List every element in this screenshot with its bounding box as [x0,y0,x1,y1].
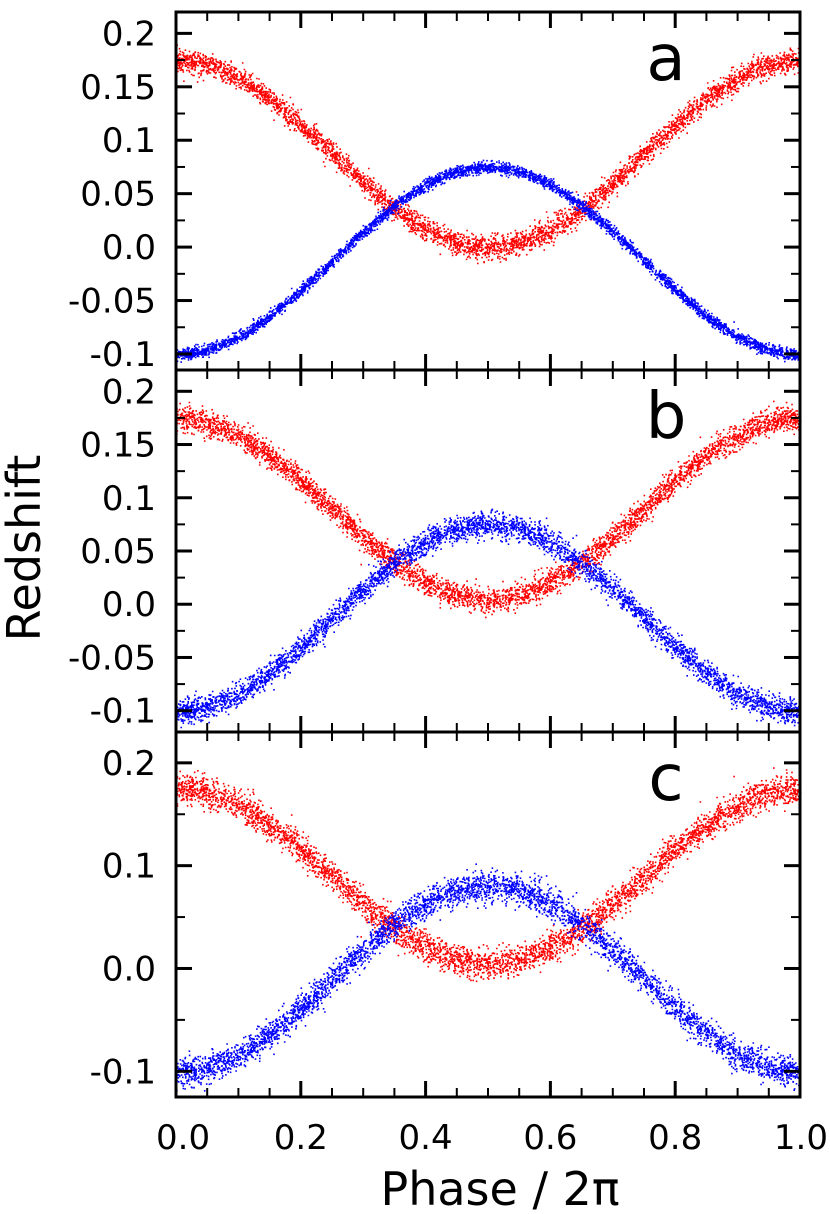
data-point [642,874,646,878]
data-point [642,619,646,622]
series-red-points [174,44,802,265]
y-tick-label: -0.05 [68,638,156,678]
data-point [330,149,334,153]
data-point [330,619,334,622]
x-tick-label: 0.2 [274,1118,328,1158]
y-tick-label: -0.1 [90,1052,156,1092]
data-point [486,165,490,169]
scatter-point [176,44,802,265]
y-tick-label: 0.15 [80,68,156,108]
x-tick-label: 0.4 [399,1118,453,1158]
data-point [330,261,334,265]
x-tick-label: 0.8 [648,1118,702,1158]
y-tick-label: 0.1 [102,479,156,519]
data-point [486,962,490,965]
panel-c [174,767,802,1092]
data-point [486,597,490,601]
axes-layer: -0.1 -0.05 0.0 0.05 0.1 0.15 0.2 a -0.1 -0.05 0.0 0… [68,10,828,1158]
x-axis-title: Phase / 2π [380,1162,619,1214]
y-tick-label: 0.05 [80,175,156,215]
scatter-point [176,863,802,1092]
panel-label: b [646,380,687,454]
data-point [486,523,490,526]
y-tick-label: 0.0 [102,949,156,989]
y-tick-label: 0.0 [102,585,156,625]
data-point [330,874,334,878]
x-tick-label: 0.6 [523,1118,577,1158]
y-tick-label: 0.1 [102,847,156,887]
scatter-point [176,400,802,619]
panel-label: a [646,22,685,96]
y-tick-label: 0.0 [102,228,156,268]
y-tick-label: -0.05 [68,282,156,322]
data-point [486,885,490,888]
data-point [642,982,646,986]
points-layer [174,44,802,1092]
y-tick-label: 0.15 [80,426,156,466]
y-axis-title: Redshift [0,455,51,642]
series-blue-points [174,159,802,363]
scatter-point [176,508,802,729]
y-tick-label: 0.2 [102,14,156,54]
series-red-points [174,400,802,619]
panel-label: c [648,742,683,816]
y-tick-label: 0.2 [102,744,156,784]
data-point [642,507,646,510]
y-tick-label: -0.1 [90,335,156,375]
data-point [486,245,490,249]
y-tick-label: 0.05 [80,532,156,572]
data-point [330,507,334,510]
scatter-point [176,159,802,363]
data-point [330,982,334,986]
y-tick-label: 0.1 [102,121,156,161]
panel-a [174,44,802,363]
panel-b [174,400,802,729]
data-point [642,261,646,265]
y-tick-label: -0.1 [90,692,156,732]
y-tick-label: 0.2 [102,372,156,412]
data-point [642,149,646,153]
x-tick-label: 1.0 [774,1118,828,1158]
series-blue-points [174,508,802,729]
x-tick-label: 0.0 [156,1118,210,1158]
